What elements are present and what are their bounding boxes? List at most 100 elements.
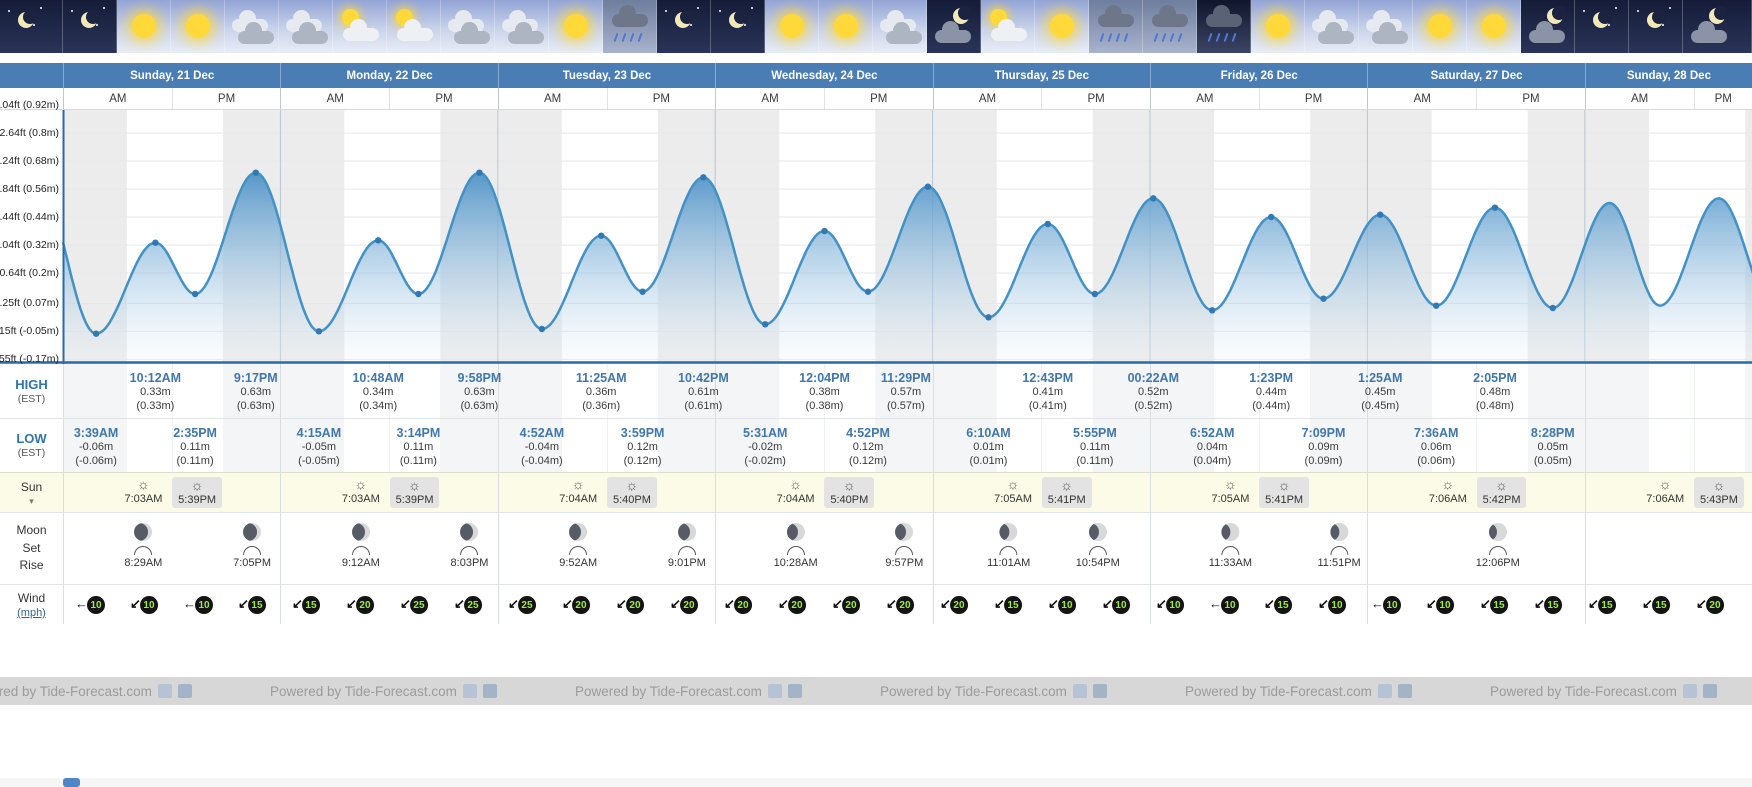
- sunrise-icon: ☼: [1441, 476, 1455, 492]
- social-share-icon[interactable]: [1397, 684, 1412, 698]
- tide-height-m2: (-0.05m): [298, 454, 340, 467]
- night-shade-band: [715, 364, 780, 418]
- sunset-time: 5:41PM: [1265, 494, 1304, 506]
- low-tide-row: LOW (EST) 3:39AM -0.06m (-0.06m) 2:35PM 0.11…: [0, 418, 1752, 472]
- tide-curve: [61, 171, 1752, 335]
- tide-point: [1549, 304, 1557, 312]
- sunset-group: ☼ 5:40PM: [606, 477, 657, 508]
- sunset-group: ☼ 5:40PM: [824, 477, 875, 508]
- rain-icon: [1207, 32, 1213, 43]
- high-row-label: HIGH (EST): [0, 364, 63, 418]
- powered-by-link[interactable]: Powered by Tide-Forecast.com: [0, 683, 152, 699]
- tide-point: [762, 321, 769, 328]
- star-icon: [1669, 7, 1671, 9]
- day-header-cell: Wednesday, 24 Dec: [715, 63, 932, 88]
- wind-label: Wind: [17, 590, 46, 605]
- star-icon: [1608, 24, 1610, 26]
- wind-speed-badge: 20: [1705, 596, 1724, 614]
- social-share-icon[interactable]: [1702, 684, 1717, 698]
- star-icon: [1662, 24, 1664, 26]
- powered-by-link[interactable]: Powered by Tide-Forecast.com: [575, 683, 762, 699]
- social-share-icon[interactable]: [482, 684, 497, 698]
- powered-by-group: Powered by Tide-Forecast.com: [270, 677, 497, 705]
- moon-rise-group: 9:12AM: [342, 523, 380, 569]
- wind-direction-arrow-icon: ↙: [724, 596, 735, 611]
- wind-marker: ↙ 20: [562, 596, 590, 614]
- powered-by-link[interactable]: Powered by Tide-Forecast.com: [270, 683, 457, 699]
- weather-tile-sunny: [1035, 0, 1089, 53]
- day-header-cell: Saturday, 27 Dec: [1367, 63, 1584, 88]
- star-icon: [1615, 7, 1617, 9]
- tide-event-low: 7:36AM 0.06m (0.06m): [1414, 426, 1458, 468]
- tide-height-m2: (0.44m): [1252, 399, 1291, 412]
- weather-tile-night-cloudy: [927, 0, 981, 53]
- tide-height-m2: (0.36m): [582, 399, 621, 412]
- wind-speed-badge: 20: [895, 596, 914, 614]
- weather-tile-cloudy: [1359, 0, 1413, 53]
- powered-by-link[interactable]: Powered by Tide-Forecast.com: [880, 683, 1067, 699]
- sun-row-toggle[interactable]: ▾: [29, 495, 34, 506]
- moon-icon-shadow: [23, 10, 37, 24]
- tide-time: 12:43PM: [1022, 371, 1074, 385]
- weather-tile-cloudy: [873, 0, 927, 53]
- social-share-icon[interactable]: [787, 684, 802, 698]
- moon-rise-time: 12:06PM: [1475, 557, 1520, 569]
- sunrise-group: ☼ 7:05AM: [1211, 476, 1250, 505]
- tide-height-m: -0.02m: [748, 441, 783, 454]
- wind-speed-badge: 25: [517, 596, 536, 614]
- cloud-icon: [1691, 21, 1727, 43]
- sunrise-group: ☼ 7:03AM: [124, 477, 162, 505]
- cloud-icon: [1152, 5, 1188, 27]
- weather-tile-rain-night: [1197, 0, 1251, 53]
- social-share-icon[interactable]: [1092, 684, 1107, 698]
- night-shade-band: [1584, 364, 1650, 418]
- day-header-cell: Sunday, 28 Dec: [1584, 63, 1752, 88]
- wind-direction-arrow-icon: ↙: [346, 596, 357, 611]
- moon-set-arc-icon: [460, 546, 479, 555]
- wind-marker: ↙ 15: [1480, 596, 1508, 614]
- tide-height-m2: (0.41m): [1028, 399, 1067, 412]
- night-shade-band: [63, 419, 127, 472]
- day-boundary-line: [63, 513, 64, 584]
- wind-direction-arrow-icon: ↙: [670, 596, 681, 611]
- day-boundary-line: [497, 419, 499, 472]
- tide-height-m2: (0.01m): [969, 454, 1008, 467]
- powered-by-link[interactable]: Powered by Tide-Forecast.com: [1185, 683, 1372, 699]
- sunset-icon: ☼: [842, 477, 856, 493]
- social-share-icon[interactable]: [1682, 684, 1697, 698]
- weather-tile-rain: [603, 0, 657, 53]
- rain-icon: [629, 32, 635, 43]
- sunrise-icon: ☼: [1224, 476, 1237, 492]
- wind-marker: ↙ 20: [1696, 596, 1724, 614]
- horizontal-scrollbar[interactable]: [0, 778, 1752, 787]
- sunset-time: 5:39PM: [395, 494, 434, 506]
- sunset-icon: ☼: [1060, 477, 1074, 493]
- moon-phase-shadow: [999, 523, 1010, 541]
- social-share-icon[interactable]: [1377, 684, 1392, 698]
- high-label: HIGH: [15, 376, 48, 392]
- moon-rise-time: 11:01AM: [987, 557, 1031, 569]
- mph-unit-link[interactable]: (mph): [17, 607, 46, 620]
- wind-marker: ← 10: [1209, 596, 1239, 614]
- moon-row: Moon Set Rise 8:29AM 7:05PM 9:12AM 8:03PM 9:…: [0, 512, 1752, 584]
- social-share-icon[interactable]: [177, 684, 192, 698]
- social-share-icon[interactable]: [1072, 684, 1087, 698]
- moon-phase-shadow: [134, 523, 149, 541]
- weather-tile-cloudy: [495, 0, 549, 53]
- wind-speed-badge: 20: [841, 596, 860, 614]
- wind-row-label: Wind (mph): [0, 585, 63, 624]
- moon-phase-shadow: [1330, 523, 1340, 541]
- tide-height-m2: (0.11m): [176, 454, 214, 467]
- moon-icon-shadow: [1714, 6, 1728, 20]
- powered-by-link[interactable]: Powered by Tide-Forecast.com: [1490, 683, 1677, 699]
- social-share-icon[interactable]: [157, 684, 172, 698]
- sunrise-time: 7:04AM: [776, 493, 815, 505]
- sunrise-time: 7:05AM: [1211, 493, 1250, 505]
- social-share-icon[interactable]: [767, 684, 782, 698]
- moon-phase-shadow: [1488, 523, 1497, 541]
- half-day-line: [1693, 364, 1695, 418]
- moon-phase-shadow: [1088, 523, 1099, 541]
- tide-time: 10:42PM: [678, 371, 729, 385]
- scrollbar-thumb[interactable]: [63, 778, 80, 787]
- social-share-icon[interactable]: [462, 684, 477, 698]
